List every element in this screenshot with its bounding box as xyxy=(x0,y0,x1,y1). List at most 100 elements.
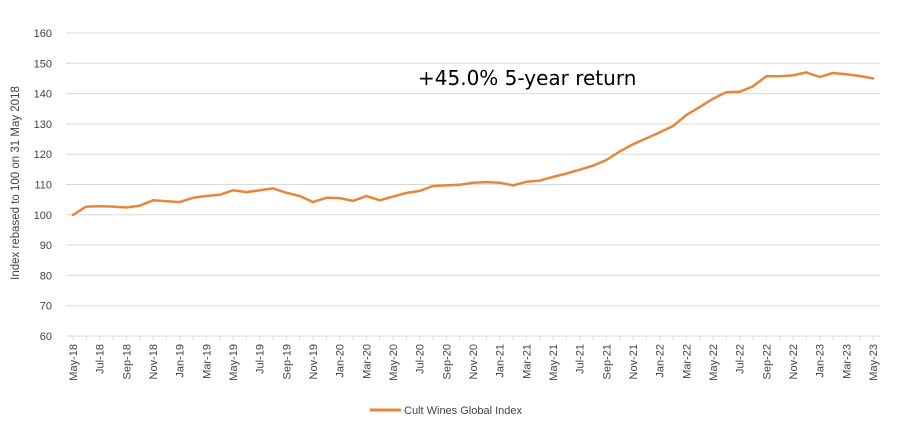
data-point-Apr-23 xyxy=(858,74,861,78)
data-point-Sep-20 xyxy=(445,184,448,187)
data-point-Nov-20 xyxy=(471,181,475,184)
x-tick-May-19: May-19 xyxy=(228,344,240,381)
x-tick-Nov-18: Nov-18 xyxy=(148,344,160,379)
x-tick-Sep-18: Sep-18 xyxy=(121,344,133,379)
data-point-Feb-21 xyxy=(511,184,515,187)
data-point-Jun-22 xyxy=(725,90,728,94)
x-tick-Jan-22: Jan-22 xyxy=(655,344,667,378)
y-tick-90: 90 xyxy=(40,240,52,252)
x-tick-Jul-21: Jul-21 xyxy=(575,344,587,374)
y-tick-140: 140 xyxy=(34,89,52,101)
data-point-Jan-23 xyxy=(818,75,821,79)
data-point-Nov-18 xyxy=(151,199,155,202)
data-point-Aug-21 xyxy=(591,164,595,167)
x-tick-Nov-22: Nov-22 xyxy=(788,344,800,379)
y-axis-label: Index rebased to 100 on 31 May 2018 xyxy=(10,86,22,280)
data-point-Nov-21 xyxy=(631,143,635,146)
return-annotation: +45.0% 5-year return xyxy=(418,66,636,90)
x-tick-Nov-19: Nov-19 xyxy=(308,344,320,379)
data-point-Feb-20 xyxy=(351,199,355,202)
data-point-Jul-20 xyxy=(418,189,421,192)
x-tick-Jan-23: Jan-23 xyxy=(815,344,827,378)
x-tick-Nov-21: Nov-21 xyxy=(628,344,640,379)
data-point-Feb-19 xyxy=(191,196,195,199)
x-tick-Mar-23: Mar-23 xyxy=(841,344,853,379)
data-point-Jul-22 xyxy=(738,90,741,93)
data-point-Aug-20 xyxy=(431,184,435,188)
data-point-Jun-19 xyxy=(245,190,248,194)
x-tick-Mar-21: Mar-21 xyxy=(521,344,533,379)
data-point-Apr-19 xyxy=(218,193,221,196)
data-point-Jan-19 xyxy=(178,200,181,204)
data-point-Apr-22 xyxy=(698,105,701,109)
series-layer xyxy=(71,71,875,217)
data-point-Oct-21 xyxy=(618,150,621,153)
x-tick-Jul-22: Jul-22 xyxy=(735,344,747,374)
legend: Cult Wines Global Index xyxy=(370,405,522,417)
data-point-Oct-18 xyxy=(138,204,141,207)
y-tick-70: 70 xyxy=(40,301,52,313)
data-point-May-23 xyxy=(871,77,875,80)
data-point-Jul-18 xyxy=(98,205,101,208)
data-point-Mar-22 xyxy=(685,114,688,117)
data-point-Sep-21 xyxy=(605,158,608,162)
x-tick-Jan-20: Jan-20 xyxy=(335,344,347,378)
data-point-Dec-18 xyxy=(165,200,168,203)
y-tick-150: 150 xyxy=(34,58,52,70)
x-tick-labels: May-18 Jul-18 Sep-18 Nov-18 Jan-19 Mar-19 May-… xyxy=(68,344,880,381)
data-point-Jun-18 xyxy=(85,205,88,208)
data-point-Jan-21 xyxy=(498,181,501,184)
y-tick-80: 80 xyxy=(40,270,52,282)
data-point-Feb-23 xyxy=(831,71,835,75)
y-tick-100: 100 xyxy=(34,210,52,222)
x-tick-Jul-18: Jul-18 xyxy=(95,344,107,374)
data-point-Mar-23 xyxy=(845,73,848,76)
y-tick-labels: 60 70 80 90 100 110 120 130 140 150 160 xyxy=(34,28,52,343)
gridlines xyxy=(66,32,880,307)
data-point-May-22 xyxy=(711,97,715,100)
data-point-Mar-20 xyxy=(365,194,368,198)
data-point-Jan-22 xyxy=(658,131,661,134)
data-point-Nov-19 xyxy=(311,200,315,204)
x-tick-May-18: May-18 xyxy=(68,344,80,381)
x-tick-Mar-19: Mar-19 xyxy=(201,344,213,379)
data-point-May-21 xyxy=(551,175,555,179)
data-point-Aug-18 xyxy=(111,205,115,208)
data-point-May-19 xyxy=(231,189,235,192)
x-tick-May-20: May-20 xyxy=(388,344,400,381)
y-tick-60: 60 xyxy=(40,331,52,343)
x-tick-marks xyxy=(72,336,874,340)
data-point-Dec-19 xyxy=(325,196,328,199)
data-point-Oct-20 xyxy=(458,183,461,186)
data-point-Dec-20 xyxy=(485,180,488,184)
y-tick-110: 110 xyxy=(34,180,52,192)
data-point-Jul-19 xyxy=(258,189,261,192)
x-tick-Jul-19: Jul-19 xyxy=(255,344,267,374)
legend-label: Cult Wines Global Index xyxy=(404,405,522,417)
x-tick-Jul-20: Jul-20 xyxy=(415,344,427,374)
x-tick-Mar-22: Mar-22 xyxy=(681,344,693,379)
y-tick-160: 160 xyxy=(34,28,52,40)
data-point-Sep-19 xyxy=(285,191,288,194)
x-tick-May-21: May-21 xyxy=(548,344,560,381)
data-point-Aug-19 xyxy=(271,187,275,190)
data-point-Mar-21 xyxy=(525,180,528,183)
data-point-Aug-22 xyxy=(751,85,755,88)
x-tick-May-23: May-23 xyxy=(868,344,880,381)
data-point-Nov-22 xyxy=(791,74,795,77)
y-tick-130: 130 xyxy=(34,119,52,131)
data-point-Sep-18 xyxy=(125,206,128,209)
data-point-Oct-22 xyxy=(778,75,781,78)
data-point-Jan-20 xyxy=(338,197,341,200)
x-tick-Sep-22: Sep-22 xyxy=(761,344,773,379)
data-point-Jun-21 xyxy=(565,172,568,175)
data-point-Dec-22 xyxy=(805,71,808,74)
data-point-Jul-21 xyxy=(578,168,581,171)
data-point-Oct-19 xyxy=(298,194,301,198)
x-tick-Sep-19: Sep-19 xyxy=(281,344,293,379)
x-tick-May-22: May-22 xyxy=(708,344,720,381)
data-point-Apr-21 xyxy=(538,179,541,182)
x-tick-Jan-19: Jan-19 xyxy=(175,344,187,378)
y-tick-120: 120 xyxy=(34,149,52,161)
